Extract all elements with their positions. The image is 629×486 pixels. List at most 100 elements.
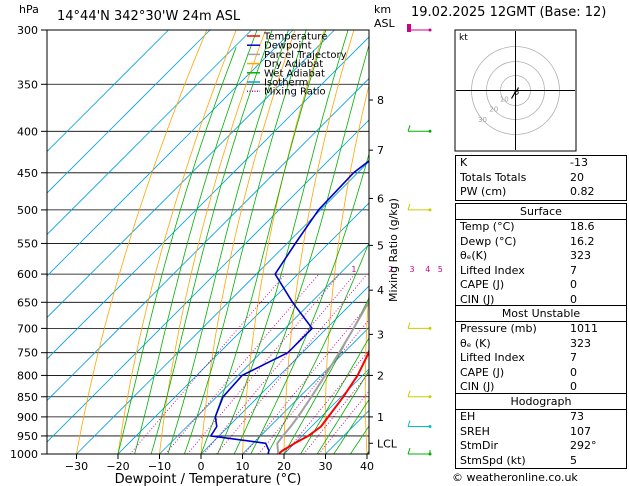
wet-adiabat [267,241,369,454]
hodograph-stats-title: Hodograph [510,395,572,408]
row-value: 0.82 [570,185,595,199]
table-row: CAPE (J) 0 [456,366,626,381]
table-row: Dewp (°C) 16.2 [456,235,626,250]
footer-credit: © weatheronline.co.uk [452,471,578,484]
table-row: CAPE (J) 0 [456,278,626,293]
row-value: 0 [570,278,577,292]
wind-barb-marker [407,24,411,32]
dewpoint-line [210,159,369,454]
height-ref: ASL [374,17,396,30]
x-tick-label: −30 [65,460,88,473]
legend-label: Temperature [263,32,327,43]
dry-adiabat [242,30,325,454]
wet-adiabat [184,30,307,454]
hodograph-ring-label: 30 [478,116,487,124]
hodograph-trace [510,87,520,99]
datetime-label: 19.02.2025 12GMT (Base: 12) [411,5,607,20]
x-tick-label: 10 [236,460,250,473]
isotherm [47,30,252,236]
mixing-ratio-line [216,273,368,454]
row-label: PW (cm) [460,185,507,199]
wind-barbs [407,23,432,456]
wind-barb-flag [407,203,411,211]
wet-adiabat [250,152,369,454]
surface-panel: Surface Temp (°C) 18.6 Dewp (°C) 16.2 θₑ(K) 3… [455,203,627,309]
row-value: 7 [570,351,577,365]
row-label: Lifted Index [460,351,525,365]
most-unstable-title: Most Unstable [501,307,581,320]
wind-barb-dot [428,452,432,456]
row-value: 1011 [570,322,598,335]
indices-panel: K -13 Totals Totals 20 PW (cm) 0.82 [455,155,627,201]
x-tick-label: −10 [148,460,171,473]
x-tick-label: 20 [277,460,291,473]
row-label: CAPE (J) [460,365,505,379]
row-value: 7 [570,263,577,277]
row-label: Pressure (mb) [460,322,537,335]
mixing-ratio-axis-label: Mixing Ratio (g/kg) [387,198,400,302]
table-row: Pressure (mb) 1011 [456,321,626,337]
table-row: Totals Totals 20 [456,171,626,186]
row-label: θₑ (K) [460,336,491,350]
isotherm [76,160,369,454]
table-row: StmSpd (kt) 5 [456,454,626,469]
row-value: 0 [570,292,577,306]
wet-adiabat [134,30,258,454]
wind-barb-dot [428,129,432,133]
mixing-ratio-label: 1 [351,265,356,274]
wet-adiabat [217,30,349,454]
legend-label: Isotherm [264,78,308,89]
hodograph-ring-label: 10 [500,95,509,103]
pressure-tick-label: 500 [17,204,38,217]
isotherm [47,30,335,319]
wet-adiabat [233,43,369,454]
dry-adiabat [404,24,444,454]
wet-adiabat [333,398,369,454]
mixing-ratio-line [203,273,356,454]
row-value: 16.2 [570,234,595,248]
isotherm [47,119,369,443]
wind-barb-dot [428,28,432,32]
isotherm [47,30,294,277]
dry-adiabat [159,30,267,454]
legend-label: Wet Adiabat [264,68,325,79]
wind-barb-flag [407,390,411,397]
table-row: Lifted Index 7 [456,351,626,366]
x-tick-label: −20 [106,460,129,473]
pressure-tick-label: 650 [17,296,38,309]
row-value: 73 [570,410,584,423]
dry-adiabat [117,30,237,454]
wind-barb-dot [428,326,432,330]
mixing-ratio-label: 5 [438,265,443,274]
wet-adiabat [117,47,237,454]
surface-title: Surface [520,205,562,218]
height-tick-label: 7 [377,144,384,157]
pressure-tick-label: 450 [17,167,38,180]
row-label: StmSpd (kt) [460,453,526,467]
row-label: CAPE (J) [460,278,505,292]
row-label: EH [460,410,476,423]
wet-adiabat [150,30,273,454]
height-tick-label: 8 [377,94,384,107]
wind-barb-flag [407,322,411,329]
legend-label: Dry Adiabat [264,59,323,70]
pressure-tick-label: 850 [17,391,38,404]
height-tick-label: 3 [377,328,384,341]
wind-barb-dot [428,425,432,429]
pressure-tick-label: 300 [17,24,38,37]
pressure-tick-label: 700 [17,322,38,335]
row-label: Totals Totals [460,170,527,184]
wind-barb-flag [407,447,411,455]
pressure-tick-label: 800 [17,369,38,382]
row-value: 18.6 [570,220,595,233]
dry-adiabat [200,30,296,454]
hodograph-ring-label: 20 [489,105,498,113]
isotherm [159,243,369,454]
pressure-tick-label: 750 [17,347,38,360]
background-lines [47,24,444,454]
row-value: 107 [570,424,591,438]
table-row: EH 73 [456,409,626,425]
table-row: StmDir 292° [456,439,626,454]
isotherm [283,368,369,454]
